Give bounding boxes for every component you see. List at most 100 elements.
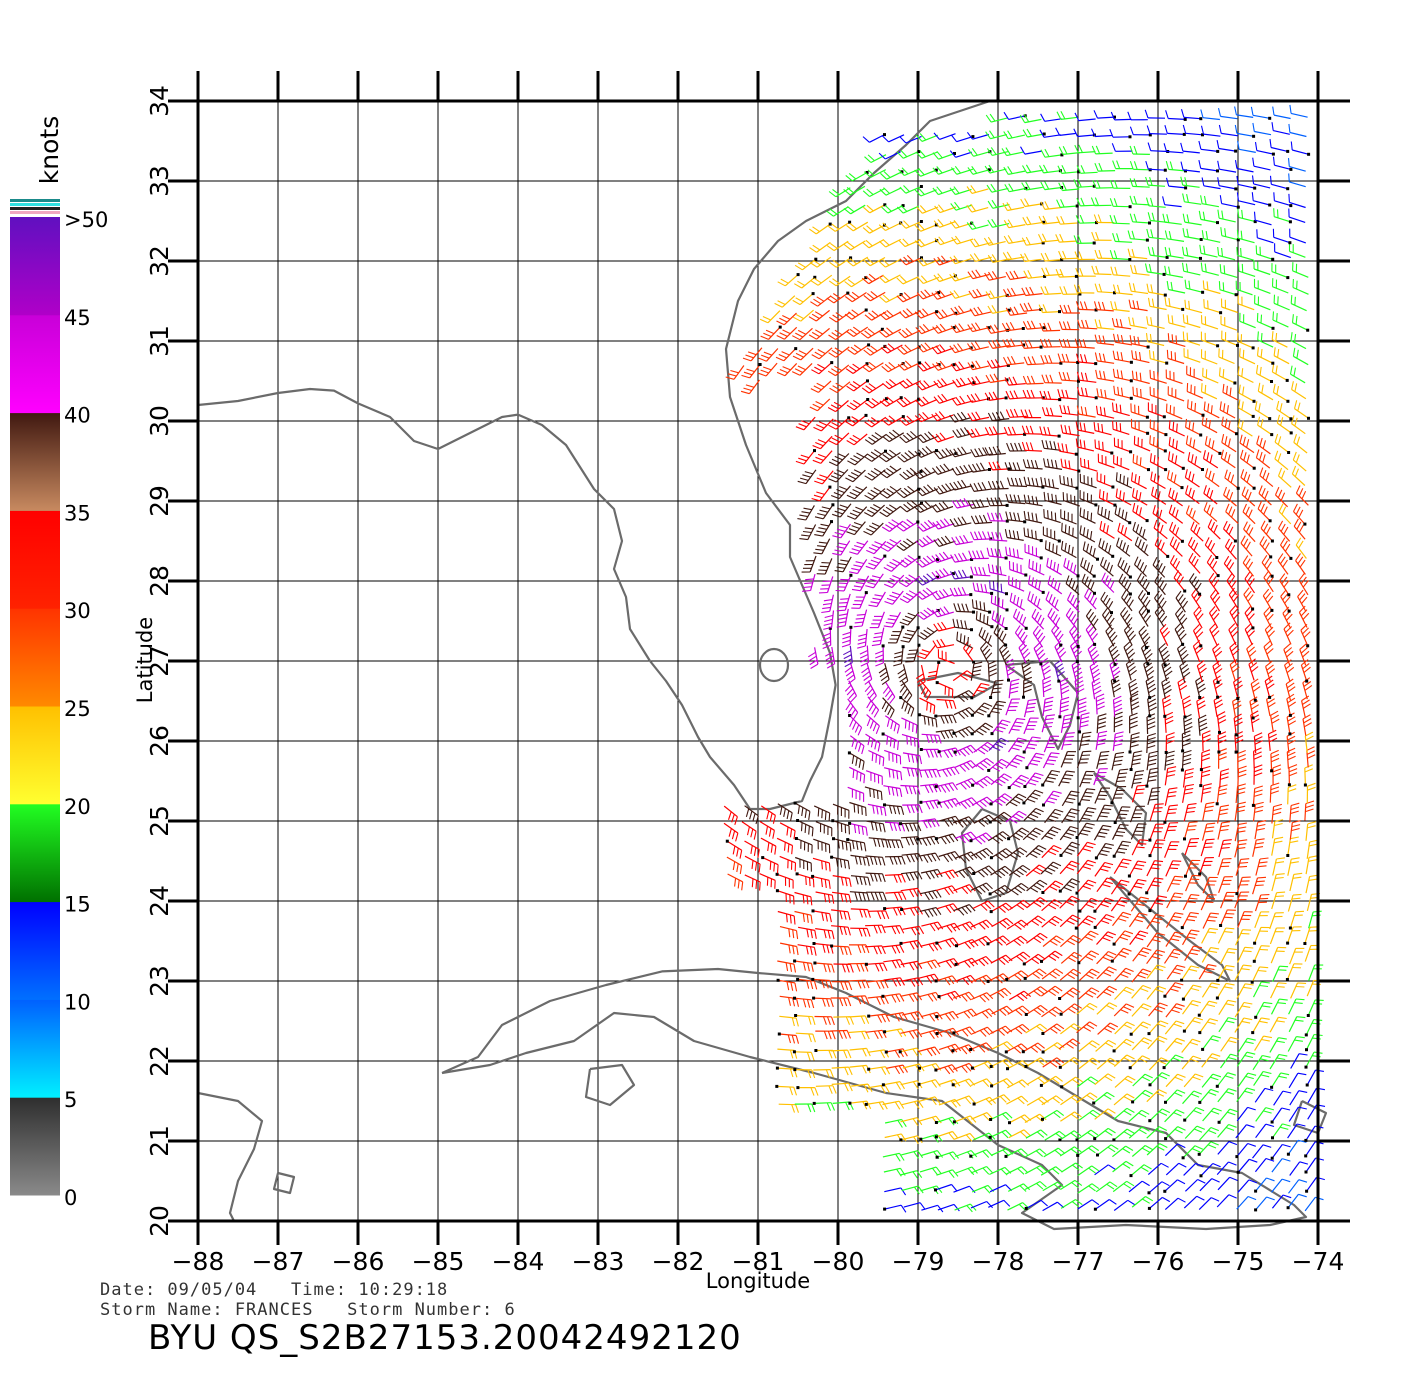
wind-barb-feather [855, 617, 865, 620]
wind-barb [954, 866, 971, 874]
wind-barb-feather [1263, 570, 1270, 578]
wind-barb [1271, 1107, 1283, 1123]
wind-barb-feather [966, 670, 975, 676]
wind-barb-feather [857, 578, 867, 581]
wind-barb-feather [795, 1017, 799, 1027]
wind-barb-feather [857, 944, 862, 954]
wind-barb-feather [1062, 743, 1072, 746]
wind-barb-feather [980, 550, 985, 559]
wind-barb [1166, 964, 1178, 980]
wind-barb-feather [824, 618, 833, 623]
rain-flag [796, 819, 800, 822]
rain-flag [988, 892, 992, 896]
wind-barb-feather [1079, 525, 1082, 534]
rain-flag [776, 978, 780, 982]
wind-barb-feather [1301, 596, 1308, 604]
wind-barb-feather [898, 1100, 905, 1109]
wind-barb [1025, 1004, 1041, 1016]
rain-flag [1024, 1013, 1028, 1016]
wind-barb-feather [1243, 1001, 1253, 1005]
wind-barb [777, 910, 795, 917]
wind-barb-feather [973, 665, 982, 669]
rain-flag [955, 944, 958, 948]
rain-flag [934, 1121, 938, 1124]
wind-barb-feather [902, 521, 911, 528]
wind-barb [1128, 912, 1140, 928]
wind-barb [1070, 645, 1078, 662]
wind-barb [1236, 1107, 1249, 1122]
wind-barb [1025, 845, 1040, 858]
wind-barb-feather [899, 959, 905, 968]
wind-barb-feather [849, 842, 852, 852]
wind-barb-feather [1070, 1113, 1079, 1120]
wind-barb-feather [1027, 591, 1031, 600]
wind-barb-feather [1210, 912, 1219, 915]
wind-barb-feather [844, 662, 853, 668]
wind-barb [1078, 1057, 1093, 1070]
wind-barb-feather [953, 518, 960, 526]
wind-barb-feather [1118, 953, 1127, 958]
wind-barb-feather [1130, 701, 1140, 707]
wind-barb-feather [1018, 830, 1027, 836]
wind-barb-feather [1254, 809, 1263, 813]
wind-barb-feather [1004, 987, 1012, 995]
wind-barb-feather [1186, 936, 1196, 939]
wind-barb-feather [1114, 719, 1123, 724]
wind-barb [1244, 612, 1254, 629]
wind-barb-feather [851, 567, 860, 571]
wind-barb-feather [961, 569, 967, 578]
wind-barb-feather [1268, 630, 1275, 638]
wind-barb-feather [1057, 1181, 1065, 1188]
rain-flag [1251, 626, 1255, 630]
wind-barb-feather [923, 629, 932, 636]
wind-barb-feather [830, 1016, 835, 1026]
wind-barb [990, 680, 996, 698]
wind-barb-feather [1212, 1073, 1222, 1078]
wind-barb-feather [1087, 859, 1096, 864]
wind-barb-feather [810, 999, 815, 1009]
wind-barb-feather [1009, 801, 1018, 807]
wind-barb-feather [897, 907, 902, 916]
wind-barb-feather [1050, 752, 1060, 755]
wind-barb [883, 959, 901, 963]
wind-barb-feather [925, 801, 931, 810]
wind-barb-feather [1071, 546, 1074, 556]
wind-barb-feather [965, 905, 972, 913]
wind-barb-feather [1075, 1162, 1083, 1169]
wind-barb [1123, 630, 1133, 646]
wind-barb-feather [758, 864, 761, 873]
wind-barb-feather [873, 709, 880, 718]
wind-barb-feather [739, 865, 743, 875]
wind-barb [1164, 768, 1169, 786]
wind-barb-feather [983, 760, 991, 767]
wind-barb-feather [835, 858, 839, 867]
wind-barb-feather [821, 979, 825, 989]
wind-barb-feather [932, 522, 939, 530]
wind-barb-feather [963, 1011, 971, 1019]
wind-barb [1254, 1035, 1265, 1051]
wind-barb-feather [1303, 718, 1312, 724]
wind-barb [1166, 876, 1176, 892]
wind-barb [1188, 560, 1201, 574]
wind-barb-feather [1154, 935, 1163, 939]
wind-barb-feather [805, 945, 809, 955]
wind-barb-feather [1050, 864, 1059, 869]
wind-barb-feather [1262, 1144, 1272, 1148]
wind-barb [1018, 647, 1027, 664]
wind-barb [1308, 911, 1314, 929]
wind-barb [1028, 567, 1045, 576]
wind-barb-feather [1086, 1005, 1095, 1011]
wind-barb [1183, 1017, 1196, 1032]
wind-barb-feather [817, 807, 820, 817]
wind-barb-feather [949, 518, 956, 527]
wind-barb-feather [1257, 820, 1267, 823]
wind-barb-feather [1107, 627, 1114, 636]
wind-barb-feather [913, 1151, 920, 1160]
wind-barb-feather [1118, 827, 1127, 830]
wind-barb [903, 540, 919, 551]
wind-barb-feather [1299, 593, 1306, 601]
wind-barb-feather [1073, 617, 1079, 625]
wind-barb-feather [938, 735, 942, 744]
wind-barb [1040, 985, 1056, 997]
wind-barb-feather [963, 854, 970, 862]
